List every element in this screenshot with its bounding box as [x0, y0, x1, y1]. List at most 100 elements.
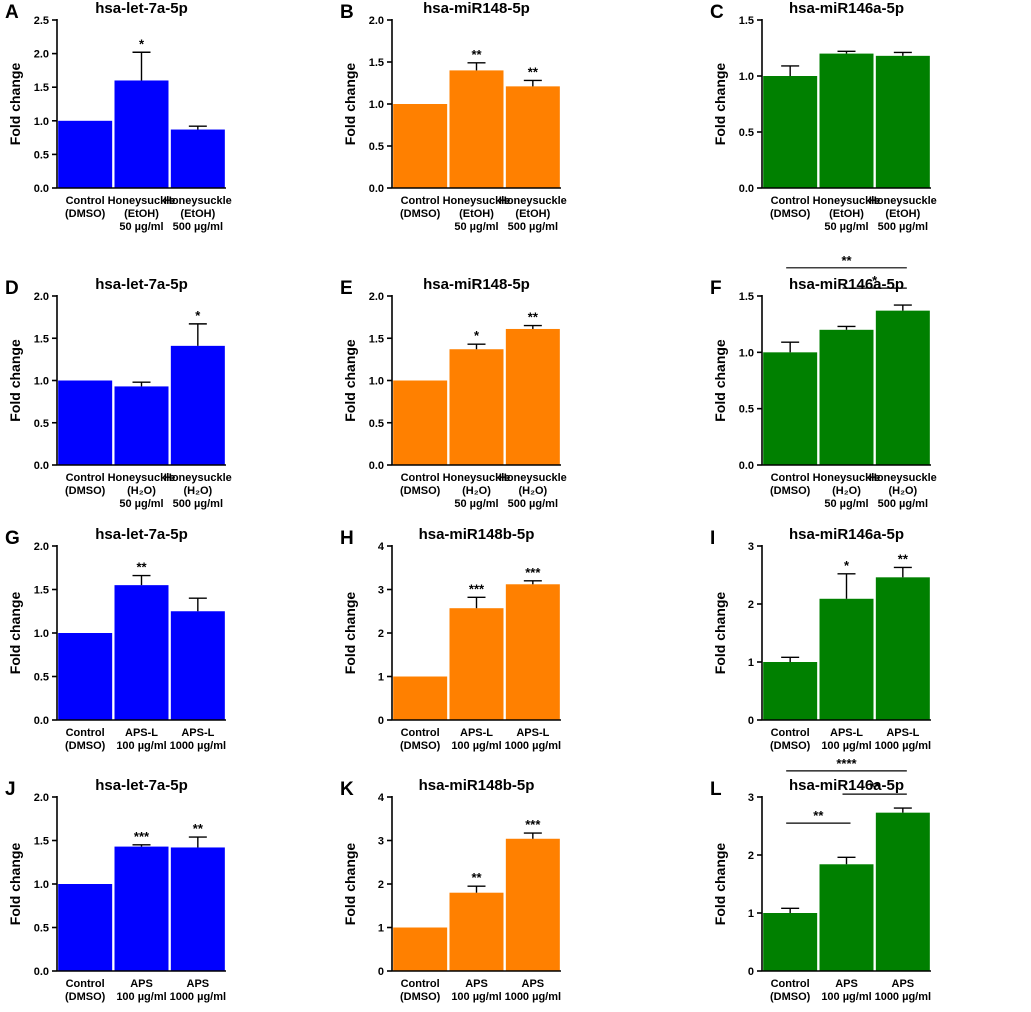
bar [819, 598, 874, 720]
significance-label: * [844, 558, 850, 573]
category-label: 1000 µg/ml [875, 740, 931, 752]
panel-letter: K [340, 779, 354, 800]
category-label: 1000 µg/ml [170, 740, 226, 752]
bar [114, 80, 169, 188]
y-tick-label: 0.5 [369, 418, 384, 430]
category-label: (EtOH) [124, 208, 159, 220]
category-label: APS-L [516, 727, 549, 739]
category-label: APS [522, 978, 545, 990]
category-label: 100 µg/ml [451, 991, 501, 1003]
bar [114, 846, 169, 971]
bar [449, 349, 504, 465]
y-tick-label: 0.5 [739, 404, 754, 416]
category-label: 500 µg/ml [878, 221, 928, 233]
category-label: Control [66, 978, 105, 990]
category-label: 500 µg/ml [173, 221, 223, 233]
category-label: 500 µg/ml [878, 498, 928, 510]
category-label: 500 µg/ml [508, 498, 558, 510]
y-tick-label: 1.0 [739, 71, 754, 83]
category-label: APS-L [830, 727, 863, 739]
y-tick-label: 1.0 [369, 99, 384, 111]
category-label: Honeysuckle [443, 195, 511, 207]
y-tick-label: 1 [748, 908, 754, 920]
category-label: (H₂O) [518, 485, 547, 497]
bar [170, 847, 225, 971]
bar [505, 328, 560, 465]
bar [393, 104, 448, 188]
category-label: Control [771, 472, 810, 484]
y-tick-label: 1.5 [369, 57, 384, 69]
y-tick-label: 0.5 [34, 672, 49, 684]
bracket-label: ** [870, 779, 881, 794]
category-label: 100 µg/ml [116, 991, 166, 1003]
category-label: 1000 µg/ml [170, 991, 226, 1003]
category-label: (DMSO) [65, 208, 106, 220]
y-tick-label: 1.5 [34, 82, 49, 94]
y-tick-label: 4 [378, 792, 385, 804]
y-tick-label: 1.0 [369, 376, 384, 388]
panel-letter: D [5, 278, 19, 299]
panel-letter: G [5, 528, 20, 549]
category-label: Control [66, 195, 105, 207]
chart-title: hsa-miR148b-5p [419, 777, 535, 794]
bar [170, 611, 225, 720]
category-label: APS [465, 978, 488, 990]
y-tick-label: 1 [378, 672, 384, 684]
y-tick-label: 2 [378, 628, 384, 640]
y-axis-label: Fold change [342, 843, 358, 926]
significance-label: * [474, 328, 480, 343]
category-label: 50 µg/ml [824, 498, 868, 510]
panel-letter: L [710, 779, 722, 800]
bar [393, 380, 448, 465]
y-tick-label: 1 [748, 657, 754, 669]
category-label: 50 µg/ml [454, 221, 498, 233]
bar [170, 129, 225, 188]
category-label: 500 µg/ml [173, 498, 223, 510]
category-label: Control [401, 727, 440, 739]
category-label: Honeysuckle [499, 195, 567, 207]
y-tick-label: 2.0 [34, 49, 49, 61]
bar [819, 864, 874, 971]
bar [170, 345, 225, 465]
y-tick-label: 2 [378, 879, 384, 891]
y-tick-label: 3 [748, 541, 754, 553]
category-label: (H₂O) [462, 485, 491, 497]
significance-label: ** [898, 551, 909, 566]
y-tick-label: 0.0 [739, 183, 754, 195]
y-tick-label: 4 [378, 541, 385, 553]
panel-letter: I [710, 528, 715, 549]
category-label: APS-L [125, 727, 158, 739]
category-label: Control [401, 472, 440, 484]
y-tick-label: 1.0 [739, 347, 754, 359]
bar [449, 892, 504, 971]
bracket-label: ** [813, 808, 824, 823]
y-tick-label: 1.5 [34, 836, 49, 848]
category-label: APS [187, 978, 210, 990]
bar [114, 585, 169, 720]
significance-label: *** [134, 829, 150, 844]
bar [505, 584, 560, 720]
category-label: Honeysuckle [443, 472, 511, 484]
category-label: (EtOH) [180, 208, 215, 220]
bar [449, 608, 504, 720]
significance-label: ** [136, 560, 147, 575]
y-axis-label: Fold change [712, 339, 728, 422]
y-tick-label: 1.5 [34, 333, 49, 345]
y-axis-label: Fold change [7, 63, 23, 146]
category-label: (EtOH) [829, 208, 864, 220]
y-tick-label: 2.0 [369, 15, 384, 27]
category-label: (DMSO) [400, 485, 441, 497]
y-tick-label: 0.0 [34, 183, 49, 195]
category-label: (H₂O) [183, 485, 212, 497]
significance-label: * [139, 36, 145, 51]
category-label: Control [401, 978, 440, 990]
panel-letter: A [5, 2, 19, 23]
y-tick-label: 2 [748, 599, 754, 611]
y-tick-label: 1.5 [739, 15, 754, 27]
chart-title: hsa-let-7a-5p [95, 0, 188, 17]
y-tick-label: 0 [748, 715, 754, 727]
